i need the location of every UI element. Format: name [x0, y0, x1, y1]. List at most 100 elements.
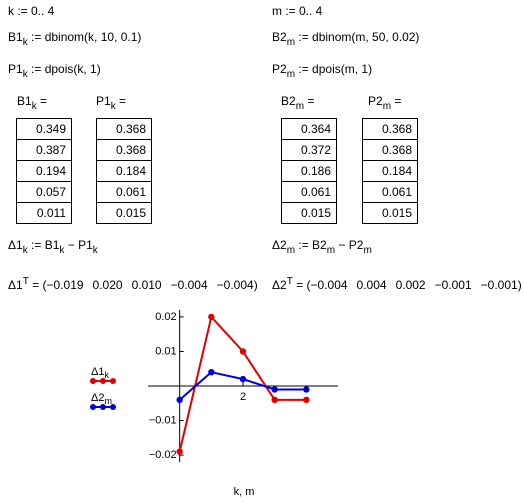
- expr-part: k: [110, 101, 116, 112]
- table-cell: 0.015: [96, 202, 152, 224]
- table-row: 0.015: [96, 202, 152, 224]
- point: [271, 396, 278, 404]
- expr-part: B2: [281, 94, 296, 108]
- expr-part: := dbinom(m, 50, 0.02): [295, 30, 420, 44]
- point: [303, 386, 310, 393]
- expr-part: B1: [17, 94, 32, 108]
- row-vector: Δ1T = (−0.019 0.020 0.010 −0.004 −0.004): [8, 276, 258, 292]
- legend-marker: [90, 378, 96, 384]
- table-row: 0.061: [281, 181, 337, 203]
- expr-part: k: [22, 69, 28, 80]
- expr-part: m: [286, 245, 296, 256]
- table-cell: 0.368: [96, 118, 152, 140]
- legend-sub: k: [104, 370, 109, 380]
- legend-label: Δ1k: [91, 366, 109, 380]
- table-cell: 0.061: [96, 181, 152, 203]
- expr-part: := dbinom(k, 10, 0.1): [27, 30, 142, 44]
- table-row: 0.061: [96, 181, 152, 203]
- expr-part: := B2: [295, 238, 327, 252]
- point: [208, 368, 215, 376]
- row-vector: Δ2T = (−0.004 0.004 0.002 −0.001 −0.001): [272, 276, 522, 292]
- legend-label: Δ2m: [91, 392, 112, 406]
- table-row: 0.372: [281, 139, 337, 161]
- table-row: 0.057: [16, 181, 72, 203]
- vector-entry: 0.002: [395, 278, 426, 292]
- result-table: 0.364 0.372 0.186 0.061 0.015: [281, 118, 337, 224]
- expr-part: P2: [272, 62, 287, 76]
- expr-part: − P2: [335, 238, 364, 252]
- y-tick-label: −0.02: [149, 449, 177, 461]
- expr-part: P2: [368, 94, 383, 108]
- expr-part: Δ1: [8, 278, 23, 292]
- result-header: B1k =: [17, 94, 47, 112]
- definition: P1k := dpois(k, 1): [8, 62, 101, 80]
- table-cell: 0.364: [281, 118, 337, 140]
- expr-part: T: [286, 276, 293, 287]
- table-cell: 0.011: [16, 202, 72, 224]
- definition: B1k := dbinom(k, 10, 0.1): [8, 30, 141, 48]
- x-axis-label: k, m: [234, 486, 255, 498]
- expr-part: P1: [8, 62, 23, 76]
- x-tick-label: 2: [240, 391, 246, 403]
- expr-part: m: [326, 245, 336, 256]
- y-tick-label: 0.02: [155, 311, 176, 323]
- expr-part: := B1: [27, 238, 60, 252]
- vector-entry: −0.004: [310, 278, 348, 292]
- expr-part: k: [22, 37, 28, 48]
- legend-marker: [110, 404, 116, 410]
- range-def: k := 0.. 4: [8, 4, 54, 18]
- definition: P2m := dpois(m, 1): [272, 62, 372, 80]
- table-cell: 0.057: [16, 181, 72, 203]
- result-table: 0.368 0.368 0.184 0.061 0.015: [96, 118, 152, 224]
- expr-part: B2: [272, 30, 287, 44]
- table-row: 0.184: [362, 160, 418, 182]
- expr-part: =: [28, 278, 43, 292]
- vector-entry: 0.020: [92, 278, 123, 292]
- table-cell: 0.061: [362, 181, 418, 203]
- expr-part: T: [22, 276, 29, 287]
- table-row: 0.184: [96, 160, 152, 182]
- table-cell: 0.372: [281, 139, 337, 161]
- vector-entry: 0.004: [356, 278, 387, 292]
- expr-part: m := 0.. 4: [272, 4, 323, 18]
- legend-marker: [90, 404, 96, 410]
- expr-part: B1: [8, 30, 23, 44]
- expr-part: := dpois(m, 1): [295, 62, 373, 76]
- result-table: 0.368 0.368 0.184 0.061 0.015: [362, 118, 418, 224]
- vector-entry: −0.004: [170, 278, 208, 292]
- table-row: 0.061: [362, 181, 418, 203]
- legend-sub: m: [104, 396, 112, 406]
- point: [239, 348, 247, 355]
- expr-part: k: [92, 245, 98, 256]
- point: [176, 396, 183, 404]
- result-table: 0.349 0.387 0.194 0.057 0.011: [16, 118, 72, 224]
- table-cell: 0.015: [362, 202, 418, 224]
- legend-marker: [110, 378, 116, 384]
- expr-part: =: [36, 94, 48, 108]
- vector-entry: −0.001: [480, 278, 518, 292]
- expr-part: =: [115, 94, 127, 108]
- definition: Δ1k := B1k − P1k: [8, 238, 98, 256]
- legend-marker: [100, 404, 106, 410]
- result-header: P1k =: [96, 94, 126, 112]
- expr-part: P1: [96, 94, 111, 108]
- expr-part: k: [22, 245, 28, 256]
- expr-part: Δ2: [272, 238, 287, 252]
- expr-part: m: [382, 101, 392, 112]
- result-header: B2m =: [281, 94, 314, 112]
- expr-part: − P1: [64, 238, 93, 252]
- expr-part: := dpois(k, 1): [27, 62, 101, 76]
- legend-marker: [100, 378, 106, 384]
- vector-entry: −0.001: [434, 278, 472, 292]
- expr-part: =: [292, 278, 307, 292]
- table-cell: 0.061: [281, 181, 337, 203]
- expr-part: Δ1: [8, 238, 23, 252]
- point: [239, 375, 247, 383]
- table-row: 0.011: [16, 202, 72, 224]
- definition: Δ2m := B2m − P2m: [272, 238, 372, 256]
- expr-part: m: [363, 245, 372, 256]
- y-tick-label: 0.01: [155, 345, 176, 357]
- point: [176, 448, 183, 455]
- vector-entry: −0.004: [216, 278, 254, 292]
